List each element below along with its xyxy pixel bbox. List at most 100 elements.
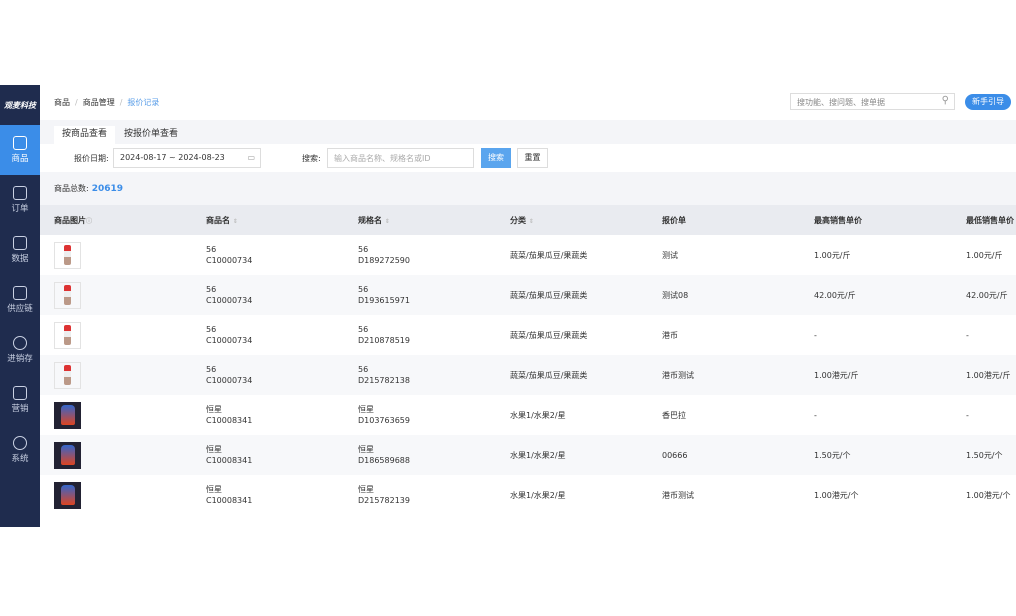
quote-sheet: 00666 bbox=[648, 435, 800, 475]
search-input[interactable]: 输入商品名称、规格名或ID bbox=[327, 148, 474, 168]
product-image[interactable] bbox=[54, 241, 81, 269]
sort-icon[interactable]: ⇕ bbox=[384, 217, 390, 225]
help-icon[interactable]: ⓘ bbox=[86, 217, 93, 225]
column-header[interactable]: 分类 ⇕ bbox=[496, 205, 648, 235]
spec-name: 56 bbox=[358, 365, 369, 374]
sort-icon[interactable]: ⇕ bbox=[528, 217, 534, 225]
max-price: - bbox=[814, 410, 817, 420]
inventory-icon bbox=[13, 336, 27, 350]
product-image[interactable] bbox=[54, 401, 81, 429]
sidebar-item[interactable]: 营销 bbox=[0, 375, 40, 425]
product-table: 商品图片ⓘ 商品名 ⇕ 规格名 ⇕ 分类 ⇕ 报价单 最高销售单价 最低销售单价 56 C10… bbox=[40, 205, 1016, 515]
table-row: 恒星 C10008341 恒星 D103763659 水果1/水果2/星 香巴拉 -… bbox=[40, 395, 1016, 435]
total-count: 商品总数: 20619 bbox=[40, 172, 1016, 205]
column-header[interactable]: 商品名 ⇕ bbox=[192, 205, 344, 235]
product-image[interactable] bbox=[54, 441, 81, 469]
sidebar-item-label: 系统 bbox=[11, 454, 29, 464]
product-name: 56 bbox=[206, 245, 217, 254]
sort-icon[interactable]: ⇕ bbox=[232, 217, 238, 225]
category: 水果1/水果2/星 bbox=[496, 435, 648, 475]
quote-sheet: 测试 bbox=[662, 250, 678, 260]
tab-by-quote[interactable]: 按报价单查看 bbox=[124, 129, 179, 139]
tab-by-product[interactable]: 按商品查看 bbox=[54, 126, 116, 144]
column-header-label: 分类 bbox=[510, 215, 526, 225]
spec-name: 56 bbox=[358, 285, 369, 294]
spec-id: D193615971 bbox=[358, 296, 410, 305]
search-button[interactable]: 搜索 bbox=[481, 148, 511, 168]
spec-id: D189272590 bbox=[358, 256, 410, 265]
tag-icon bbox=[13, 386, 27, 400]
table-row: 56 C10000734 56 D210878519 蔬菜/茄果瓜豆/果蔬类 港币 … bbox=[40, 315, 1016, 355]
guide-button[interactable]: 新手引导 bbox=[965, 94, 1011, 110]
column-header: 最低销售单价 bbox=[952, 205, 1016, 235]
sidebar-item-label: 进销存 bbox=[7, 354, 33, 364]
total-label: 商品总数: bbox=[54, 184, 89, 193]
table-row: 56 C10000734 56 D215782138 蔬菜/茄果瓜豆/果蔬类 港币测… bbox=[40, 355, 1016, 395]
quote-sheet: 港币测试 bbox=[648, 355, 800, 395]
exchange-icon bbox=[13, 286, 27, 300]
min-price: - bbox=[966, 330, 969, 340]
spec-name: 56 bbox=[358, 325, 369, 334]
chart-icon bbox=[13, 236, 27, 250]
breadcrumb: 商品 / 商品管理 / 报价记录 bbox=[54, 98, 160, 107]
global-search-input[interactable]: 搜功能、搜问题、搜单据 ⚲ bbox=[790, 93, 955, 110]
breadcrumb-item[interactable]: 商品管理 bbox=[82, 98, 115, 107]
date-range-input[interactable]: 2024-08-17 ~ 2024-08-23 ▭ bbox=[113, 148, 261, 168]
table-row: 恒星 C10008341 恒星 D186589688 水果1/水果2/星 00666… bbox=[40, 435, 1016, 475]
min-price: 1.50元/个 bbox=[952, 435, 1016, 475]
column-header-label: 报价单 bbox=[662, 215, 686, 225]
column-header-label: 商品图片 bbox=[54, 215, 86, 225]
max-price: 1.00元/斤 bbox=[814, 250, 851, 260]
category: 蔬菜/茄果瓜豆/果蔬类 bbox=[496, 355, 648, 395]
product-code: C10000734 bbox=[206, 256, 253, 265]
sidebar-item[interactable]: 系统 bbox=[0, 425, 40, 475]
sidebar-item[interactable]: 供应链 bbox=[0, 275, 40, 325]
quote-sheet: 测试08 bbox=[648, 275, 800, 315]
sidebar-item[interactable]: 商品 bbox=[0, 125, 40, 175]
main: 商品 / 商品管理 / 报价记录 搜功能、搜问题、搜单据 ⚲ 新手引导 按商品查看 按… bbox=[40, 85, 1016, 527]
sidebar-item[interactable]: 进销存 bbox=[0, 325, 40, 375]
sidebar-item[interactable]: 订单 bbox=[0, 175, 40, 225]
column-header[interactable]: 规格名 ⇕ bbox=[344, 205, 496, 235]
column-header-label: 规格名 bbox=[358, 215, 382, 225]
basket-icon bbox=[13, 136, 27, 150]
max-price: - bbox=[814, 330, 817, 340]
product-code: C10000734 bbox=[206, 376, 253, 385]
total-value: 20619 bbox=[91, 183, 124, 194]
spec-id: D103763659 bbox=[358, 416, 410, 425]
product-image[interactable] bbox=[54, 481, 81, 509]
product-name: 恒星 bbox=[206, 405, 222, 414]
order-icon bbox=[13, 186, 27, 200]
quote-sheet: 香巴拉 bbox=[662, 410, 686, 420]
search-label: 搜索: bbox=[302, 153, 321, 163]
sidebar-item-label: 数据 bbox=[11, 254, 29, 264]
max-price: 1.00港元/斤 bbox=[800, 355, 952, 395]
spec-name: 56 bbox=[358, 245, 369, 254]
column-header-label: 商品名 bbox=[206, 215, 230, 225]
tabs: 按商品查看 按报价单查看 bbox=[40, 120, 1016, 144]
min-price: - bbox=[966, 410, 969, 420]
spec-name: 恒星 bbox=[358, 485, 374, 494]
category: 蔬菜/茄果瓜豆/果蔬类 bbox=[510, 250, 588, 260]
product-name: 恒星 bbox=[206, 445, 222, 454]
product-name: 恒星 bbox=[206, 485, 222, 494]
sidebar-item[interactable]: 数据 bbox=[0, 225, 40, 275]
product-name: 56 bbox=[206, 365, 217, 374]
sidebar-item-label: 订单 bbox=[11, 204, 29, 214]
max-price: 1.00港元/个 bbox=[814, 490, 859, 500]
breadcrumb-item[interactable]: 商品 bbox=[54, 98, 70, 107]
min-price: 1.00港元/斤 bbox=[952, 355, 1016, 395]
table-row: 56 C10000734 56 D193615971 蔬菜/茄果瓜豆/果蔬类 测试0… bbox=[40, 275, 1016, 315]
table-row: 恒星 C10008341 恒星 D215782139 水果1/水果2/星 港币测试 … bbox=[40, 475, 1016, 515]
product-image[interactable] bbox=[54, 361, 81, 389]
product-image[interactable] bbox=[54, 321, 81, 349]
product-code: C10000734 bbox=[206, 336, 253, 345]
spec-id: D215782138 bbox=[358, 376, 410, 385]
search-icon[interactable]: ⚲ bbox=[941, 95, 949, 106]
max-price: 42.00元/斤 bbox=[800, 275, 952, 315]
column-header: 最高销售单价 bbox=[800, 205, 952, 235]
product-image[interactable] bbox=[54, 281, 81, 309]
sidebar: 观麦科技 商品 订单 数据 供应链 进销存 营销 系统 bbox=[0, 85, 40, 527]
global-search-placeholder: 搜功能、搜问题、搜单据 bbox=[797, 98, 885, 107]
reset-button[interactable]: 重置 bbox=[517, 148, 548, 168]
